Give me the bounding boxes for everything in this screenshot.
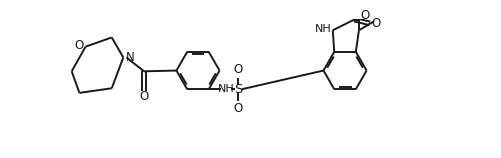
Text: N: N bbox=[126, 51, 134, 64]
Text: NH: NH bbox=[217, 84, 234, 94]
Text: O: O bbox=[360, 9, 369, 22]
Text: O: O bbox=[371, 17, 380, 30]
Text: O: O bbox=[233, 64, 242, 76]
Text: NH: NH bbox=[315, 24, 331, 34]
Text: O: O bbox=[233, 102, 242, 115]
Text: O: O bbox=[139, 90, 148, 103]
Text: O: O bbox=[75, 39, 84, 52]
Text: S: S bbox=[233, 83, 241, 96]
